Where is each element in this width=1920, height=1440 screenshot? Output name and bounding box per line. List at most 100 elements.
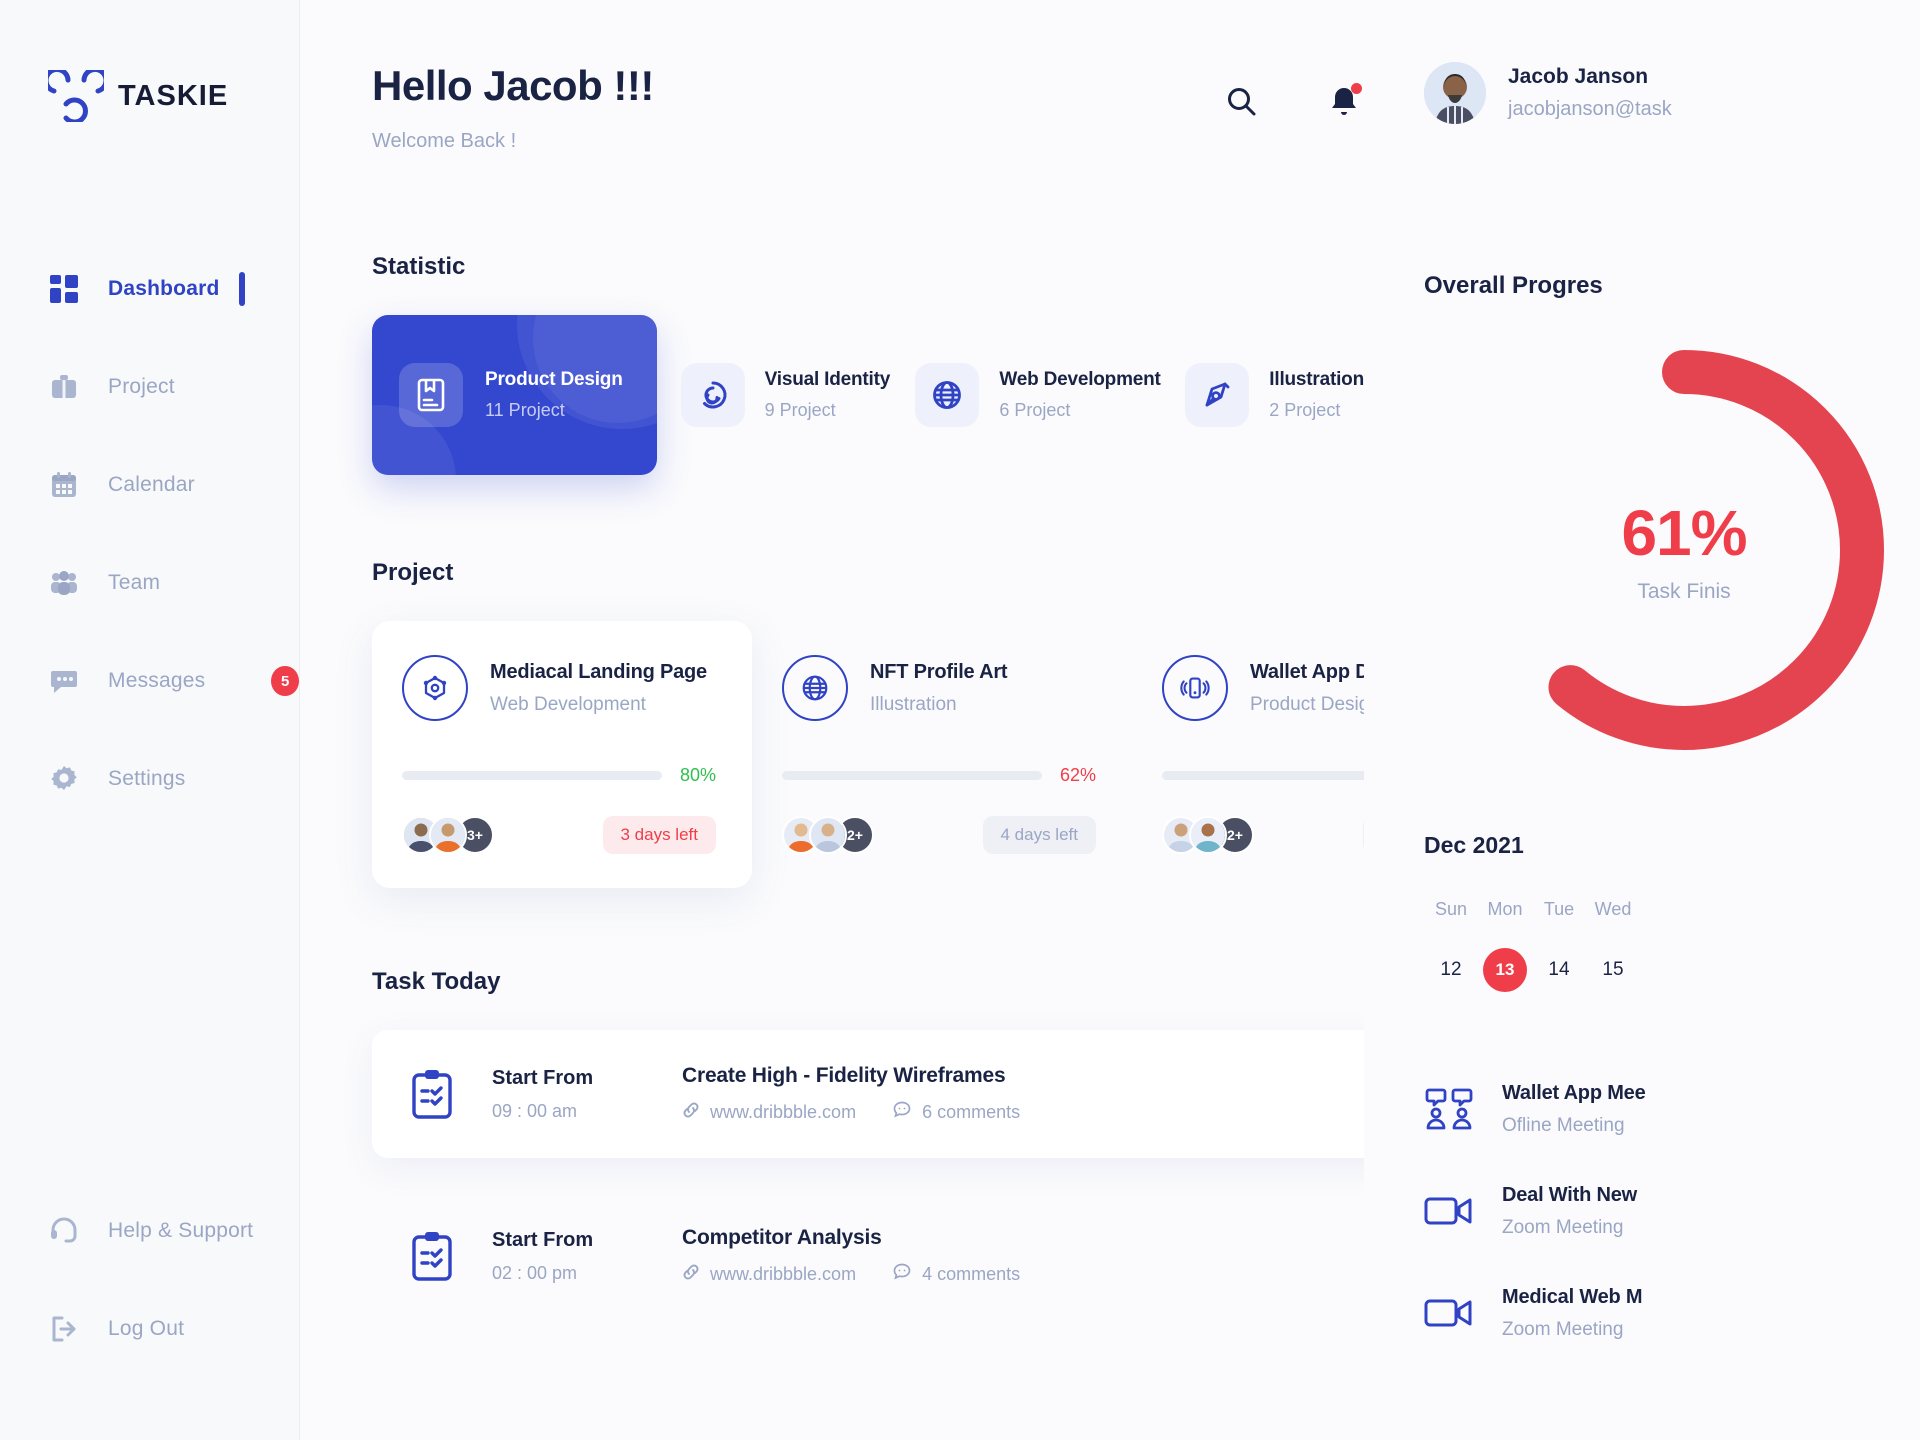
sidebar-item-calendar[interactable]: Calendar bbox=[0, 436, 299, 534]
statistic-card-name: Visual Identity bbox=[764, 369, 891, 390]
calendar-day-mon[interactable]: Mon 13 bbox=[1478, 899, 1532, 992]
right-panel: Jacob Janson jacobjanson@task Overall Pr… bbox=[1364, 0, 1920, 1440]
avatar-group[interactable]: 2+ bbox=[782, 816, 874, 854]
project-title: Project bbox=[372, 559, 454, 586]
meeting-list: Wallet App Mee Ofline Meeting Deal With … bbox=[1424, 1058, 1920, 1364]
statistic-card-visual-identity[interactable]: Visual Identity 9 Project bbox=[680, 363, 891, 427]
bell-icon[interactable] bbox=[1324, 82, 1364, 122]
video-camera-icon bbox=[1424, 1186, 1474, 1236]
calendar-month: Dec 2021 bbox=[1424, 832, 1524, 858]
task-meta: www.dribbble.com 4 comments bbox=[682, 1262, 1399, 1287]
statistic-card-web-development[interactable]: Web Development 6 Project bbox=[915, 363, 1161, 427]
sidebar-item-dashboard[interactable]: Dashboard bbox=[0, 240, 299, 338]
statistic-card-name: Illustration bbox=[1269, 369, 1364, 390]
task-start-block: Start From 02 : 00 pm bbox=[492, 1229, 682, 1284]
meeting-item-medical-web[interactable]: Medical Web M Zoom Meeting bbox=[1424, 1262, 1920, 1364]
task-today-title: Task Today bbox=[372, 968, 501, 995]
meeting-text: Wallet App Mee Ofline Meeting bbox=[1502, 1082, 1646, 1137]
statistic-section: Statistic Product Design bbox=[372, 253, 1364, 475]
task-start-block: Start From 09 : 00 am bbox=[492, 1067, 682, 1122]
chat-icon bbox=[48, 665, 80, 697]
task-link[interactable]: www.dribbble.com bbox=[682, 1263, 856, 1286]
progress-bar-track bbox=[782, 771, 1042, 780]
statistic-card-count: 6 Project bbox=[999, 400, 1071, 420]
statistic-card-row: Product Design 11 Project Visual bbox=[372, 315, 1364, 475]
globe-icon bbox=[782, 655, 848, 721]
task-comments[interactable]: 4 comments bbox=[892, 1262, 1020, 1287]
statistic-card-illustration[interactable]: Illustration 2 Project bbox=[1185, 363, 1364, 427]
user-name: Jacob Janson bbox=[1508, 65, 1649, 88]
avatar-group[interactable]: 2+ bbox=[1162, 816, 1254, 854]
meeting-text: Deal With New Zoom Meeting bbox=[1502, 1184, 1637, 1239]
task-comments-label: 4 comments bbox=[922, 1263, 1021, 1284]
calendar-dow-label: Sun bbox=[1434, 899, 1468, 919]
project-card-nft-profile-art[interactable]: NFT Profile Art Illustration 62% bbox=[752, 621, 1132, 888]
search-icon[interactable] bbox=[1222, 82, 1262, 122]
meeting-name: Deal With New bbox=[1502, 1183, 1638, 1206]
calendar-icon bbox=[48, 469, 80, 501]
progress-bar-track bbox=[1162, 771, 1422, 780]
cube-node-icon bbox=[402, 655, 468, 721]
statistic-card-text: Visual Identity 9 Project bbox=[764, 369, 891, 421]
project-card-category: Web Development bbox=[490, 693, 646, 715]
project-card-text: NFT Profile Art Illustration bbox=[870, 661, 1008, 716]
days-left-badge: 3 days left bbox=[602, 816, 716, 854]
people-chat-icon bbox=[1424, 1084, 1474, 1134]
statistic-card-count: 9 Project bbox=[764, 400, 836, 420]
calendar-date-selected: 13 bbox=[1483, 948, 1527, 992]
sidebar-item-project[interactable]: Project bbox=[0, 338, 299, 436]
sidebar-item-team[interactable]: Team bbox=[0, 534, 299, 632]
sidebar-item-label: Team bbox=[108, 571, 161, 594]
video-camera-icon bbox=[1424, 1288, 1474, 1338]
document-icon bbox=[399, 363, 463, 427]
meeting-type: Ofline Meeting bbox=[1502, 1114, 1625, 1136]
clipboard-check-icon bbox=[406, 1068, 458, 1120]
top-bar: Hello Jacob !!! Welcome Back ! bbox=[372, 62, 1364, 153]
top-bar-actions bbox=[1222, 62, 1364, 122]
project-card-header: NFT Profile Art Illustration bbox=[782, 655, 1096, 721]
user-profile[interactable]: Jacob Janson jacobjanson@task bbox=[1424, 62, 1920, 124]
meeting-item-deal-with-new[interactable]: Deal With New Zoom Meeting bbox=[1424, 1160, 1920, 1262]
avatar-group[interactable]: 3+ bbox=[402, 816, 494, 854]
sidebar-item-label: Settings bbox=[108, 767, 186, 790]
task-link[interactable]: www.dribbble.com bbox=[682, 1101, 856, 1124]
statistic-card-product-design[interactable]: Product Design 11 Project bbox=[372, 315, 657, 475]
project-progress-row: 62% bbox=[782, 765, 1096, 786]
link-icon bbox=[682, 1263, 700, 1286]
sidebar-item-help-support[interactable]: Help & Support bbox=[0, 1182, 299, 1280]
task-detail-block: Competitor Analysis www.dribbble.com bbox=[682, 1226, 1399, 1287]
statistic-card-text: Illustration 2 Project bbox=[1269, 369, 1364, 421]
task-today-section: Task Today Start From 09 : 00 am Create … bbox=[372, 968, 1612, 1320]
taskie-arcs-logo-icon bbox=[43, 66, 109, 125]
sidebar-item-label: Dashboard bbox=[108, 277, 220, 300]
people-icon bbox=[48, 567, 80, 599]
calendar-day-tue[interactable]: Tue 14 bbox=[1532, 899, 1586, 992]
project-card-header: Mediacal Landing Page Web Development bbox=[402, 655, 716, 721]
meeting-item-wallet-app[interactable]: Wallet App Mee Ofline Meeting bbox=[1424, 1058, 1920, 1160]
calendar-date: 15 bbox=[1602, 959, 1624, 980]
project-section: Project bbox=[372, 559, 1476, 888]
project-card-medical-landing-page[interactable]: Mediacal Landing Page Web Development 80… bbox=[372, 621, 752, 888]
progress-percent: 80% bbox=[679, 765, 716, 785]
meeting-type: Zoom Meeting bbox=[1502, 1216, 1624, 1238]
sidebar-item-settings[interactable]: Settings bbox=[0, 730, 299, 828]
calendar-day-wed[interactable]: Wed 15 bbox=[1586, 899, 1640, 992]
task-comments[interactable]: 6 comments bbox=[892, 1100, 1020, 1125]
active-indicator bbox=[239, 272, 245, 306]
days-left-badge: 4 days left bbox=[982, 816, 1096, 854]
meeting-type: Zoom Meeting bbox=[1502, 1318, 1624, 1340]
brand-logo[interactable]: TASKIE bbox=[0, 0, 299, 125]
calendar-day-sun[interactable]: Sun 12 bbox=[1424, 899, 1478, 992]
sidebar-item-log-out[interactable]: Log Out bbox=[0, 1280, 299, 1378]
user-profile-text: Jacob Janson jacobjanson@task bbox=[1508, 65, 1672, 121]
user-avatar bbox=[1424, 62, 1486, 124]
sidebar-item-label: Log Out bbox=[108, 1317, 185, 1340]
sidebar-item-label: Project bbox=[108, 375, 175, 398]
avatar bbox=[429, 816, 467, 854]
calendar-dow-label: Mon bbox=[1487, 899, 1523, 919]
progress-bar-track bbox=[402, 771, 662, 780]
project-progress-row: 80% bbox=[402, 765, 716, 786]
sidebar-item-messages[interactable]: Messages 5 bbox=[0, 632, 299, 730]
messages-badge: 5 bbox=[271, 666, 299, 696]
statistic-card-text: Web Development 6 Project bbox=[999, 369, 1161, 421]
